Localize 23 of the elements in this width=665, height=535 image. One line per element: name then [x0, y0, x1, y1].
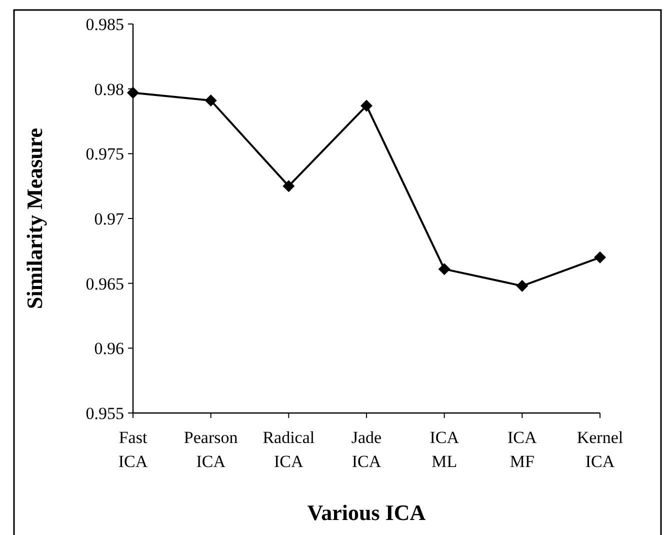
y-tick-label: 0.955	[86, 404, 124, 423]
y-tick-label: 0.98	[94, 80, 124, 99]
y-tick-label: 0.975	[86, 144, 124, 164]
y-tick-label: 0.97	[94, 209, 124, 228]
point	[360, 100, 372, 112]
point	[282, 180, 295, 192]
point	[204, 94, 217, 107]
x-tick-label: Kernel ICA	[576, 428, 624, 471]
y-tick-label: 0.96	[94, 339, 124, 358]
y-axis-title: Similarity Measure	[22, 128, 47, 310]
x-tick-label: Fast ICA	[118, 428, 148, 471]
x-tick-label: ICA ML	[430, 428, 460, 471]
x-tick-label: Pearson ICA	[184, 428, 238, 471]
x-axis-title: Various ICA	[307, 500, 426, 525]
x-tick-label: Radical ICA	[262, 428, 315, 471]
y-tick-label: 0.985	[86, 14, 124, 34]
x-tick-label: ICA MF	[508, 428, 538, 471]
point	[127, 86, 139, 99]
x-tick-label: Jade ICA	[351, 428, 382, 471]
point	[516, 280, 528, 292]
y-tick-label: 0.965	[86, 274, 124, 294]
point	[594, 251, 606, 264]
point	[438, 263, 450, 276]
